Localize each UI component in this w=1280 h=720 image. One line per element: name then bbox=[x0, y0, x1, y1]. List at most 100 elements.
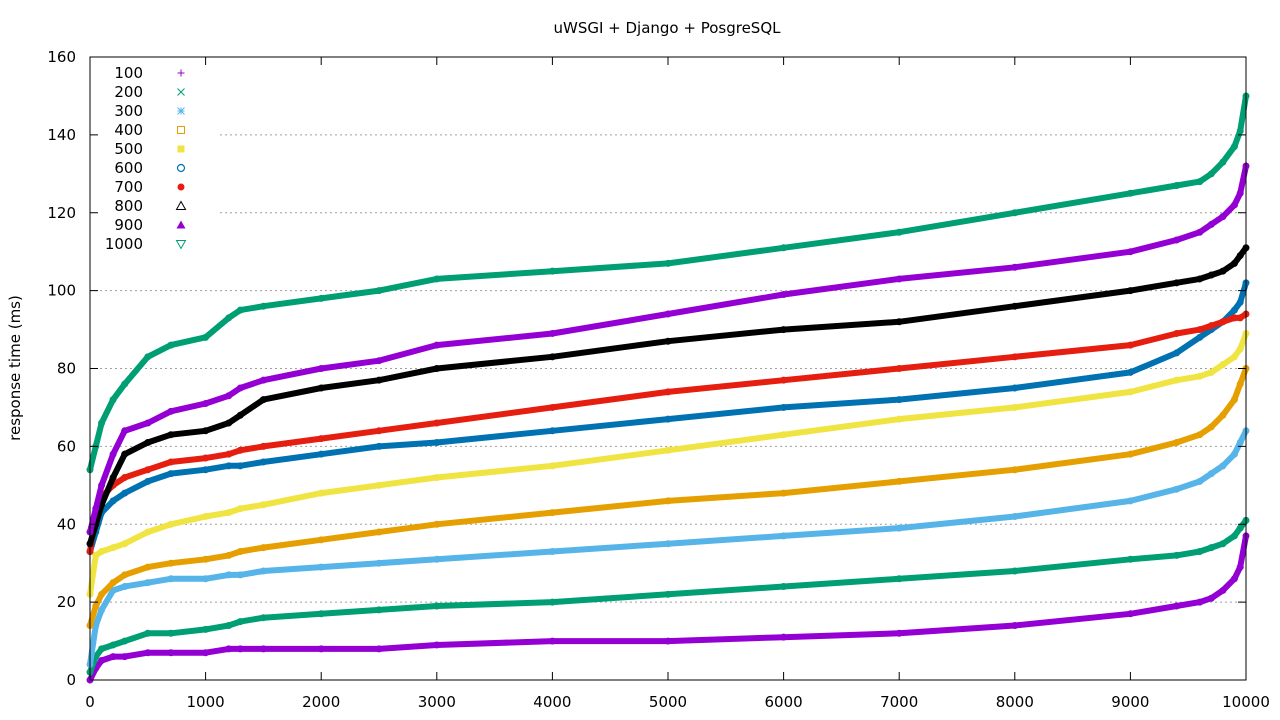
data-point bbox=[202, 555, 210, 563]
legend-marker bbox=[177, 145, 185, 153]
x-tick-label: 8000 bbox=[996, 693, 1034, 711]
data-point bbox=[548, 267, 556, 275]
data-point bbox=[317, 489, 325, 497]
data-point bbox=[895, 396, 903, 404]
chart-title: uWSGI + Django + PosgreSQL bbox=[553, 19, 781, 37]
data-point bbox=[664, 310, 672, 318]
data-point bbox=[1126, 368, 1134, 376]
data-point bbox=[1126, 555, 1134, 563]
data-point bbox=[144, 438, 152, 446]
data-point bbox=[664, 637, 672, 645]
data-point bbox=[144, 477, 152, 485]
data-point bbox=[664, 337, 672, 345]
data-point bbox=[202, 575, 210, 583]
data-point bbox=[109, 641, 117, 649]
legend-label: 800 bbox=[114, 197, 143, 215]
data-point bbox=[202, 427, 210, 435]
data-point bbox=[236, 446, 244, 454]
data-point bbox=[259, 302, 267, 310]
data-point bbox=[895, 477, 903, 485]
y-tick-label: 120 bbox=[47, 204, 76, 222]
legend-item: 600 bbox=[114, 159, 186, 177]
data-point bbox=[225, 462, 233, 470]
data-point bbox=[317, 536, 325, 544]
data-point bbox=[98, 481, 106, 489]
data-point bbox=[664, 259, 672, 267]
data-point bbox=[167, 431, 175, 439]
data-point bbox=[1126, 341, 1134, 349]
data-point bbox=[259, 544, 267, 552]
data-point bbox=[780, 403, 788, 411]
legend-label: 200 bbox=[114, 83, 143, 101]
data-point bbox=[1173, 329, 1181, 337]
y-tick-label: 60 bbox=[57, 437, 76, 455]
data-point bbox=[317, 450, 325, 458]
data-point bbox=[1207, 544, 1215, 552]
data-point bbox=[1207, 271, 1215, 279]
data-point bbox=[98, 419, 106, 427]
data-point bbox=[1219, 540, 1227, 548]
data-point bbox=[121, 540, 129, 548]
data-point bbox=[144, 579, 152, 587]
y-axis: 0 20 40 60 80 100 120 140 160 bbox=[47, 48, 1246, 689]
data-point bbox=[225, 450, 233, 458]
data-point bbox=[225, 571, 233, 579]
data-point bbox=[92, 602, 100, 610]
data-point bbox=[1236, 189, 1244, 197]
legend-item: 900 bbox=[114, 216, 186, 234]
data-point bbox=[236, 411, 244, 419]
data-point bbox=[109, 544, 117, 552]
data-point bbox=[895, 524, 903, 532]
data-point bbox=[236, 306, 244, 314]
data-point bbox=[433, 341, 441, 349]
y-tick-label: 80 bbox=[57, 360, 76, 378]
data-point bbox=[98, 606, 106, 614]
data-point bbox=[167, 520, 175, 528]
y-tick-label: 140 bbox=[47, 126, 76, 144]
data-point bbox=[109, 579, 117, 587]
data-point bbox=[202, 333, 210, 341]
data-point bbox=[1196, 326, 1204, 334]
data-point bbox=[109, 497, 117, 505]
data-point bbox=[1207, 220, 1215, 228]
data-point bbox=[1236, 438, 1244, 446]
data-point bbox=[317, 365, 325, 372]
data-point bbox=[1236, 298, 1244, 306]
legend-label: 300 bbox=[114, 102, 143, 120]
data-point bbox=[98, 548, 106, 556]
data-point bbox=[1230, 306, 1238, 314]
data-point bbox=[167, 559, 175, 567]
data-point bbox=[1207, 170, 1215, 178]
data-point bbox=[121, 450, 129, 458]
data-point bbox=[1207, 322, 1215, 330]
data-point bbox=[167, 341, 175, 349]
x-tick-label: 1000 bbox=[187, 693, 225, 711]
legend-label: 900 bbox=[114, 216, 143, 234]
legend-label: 700 bbox=[114, 178, 143, 196]
data-point bbox=[375, 645, 383, 653]
data-point bbox=[1011, 384, 1019, 392]
legend-item: 800 bbox=[114, 197, 187, 215]
data-point bbox=[259, 501, 267, 509]
data-point bbox=[259, 567, 267, 575]
legend-label: 1000 bbox=[105, 235, 143, 253]
data-point bbox=[895, 228, 903, 236]
data-point bbox=[1230, 575, 1238, 583]
series-700 bbox=[86, 310, 1250, 556]
data-point bbox=[548, 598, 556, 606]
data-point bbox=[1236, 524, 1244, 532]
data-point bbox=[225, 314, 233, 322]
data-point bbox=[433, 474, 441, 482]
legend-item: 300 bbox=[114, 102, 185, 120]
data-point bbox=[317, 645, 325, 653]
data-point bbox=[167, 407, 175, 415]
data-point bbox=[1173, 349, 1181, 357]
data-point bbox=[144, 466, 152, 474]
data-point bbox=[98, 590, 106, 598]
data-point bbox=[1173, 551, 1181, 559]
data-point bbox=[109, 474, 117, 482]
data-point bbox=[664, 497, 672, 505]
legend-marker bbox=[177, 126, 185, 134]
data-point bbox=[548, 403, 556, 411]
data-point bbox=[317, 610, 325, 618]
